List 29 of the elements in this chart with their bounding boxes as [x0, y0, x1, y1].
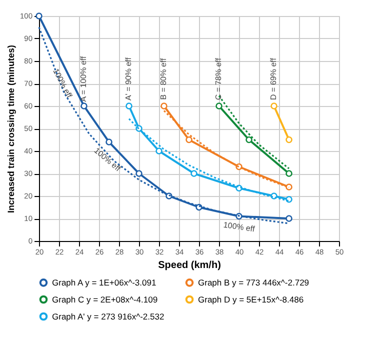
- legend-label: Graph A' y = 273 916x^-2.532: [52, 312, 164, 322]
- point: [286, 170, 292, 177]
- legend-label: Graph A y = 1E+06x^-3.091: [52, 278, 156, 288]
- point: [80, 102, 88, 110]
- point: [286, 136, 292, 144]
- annotation: A' = 90% eff: [124, 56, 133, 100]
- x-axis-title: Speed (km/h): [158, 260, 221, 271]
- point: [216, 102, 222, 110]
- point: [190, 170, 198, 177]
- point: [246, 136, 252, 144]
- annotation: 100% eff: [222, 220, 256, 234]
- legend-label: Graph B y = 773 446x^-2.729: [198, 278, 310, 288]
- point: [160, 102, 168, 110]
- point: [126, 102, 132, 110]
- legend-label: Graph D y = 5E+15x^-8.486: [198, 294, 304, 304]
- annotation: D = 69% eff: [269, 57, 278, 100]
- point: [270, 102, 278, 110]
- legend-label: Graph C y = 2E+08x^-4.109: [52, 294, 158, 304]
- point: [286, 184, 292, 190]
- point: [286, 215, 292, 222]
- point: [136, 170, 142, 177]
- annotation: 100% eff: [51, 67, 74, 100]
- point: [106, 138, 112, 146]
- point: [186, 136, 192, 144]
- annotation: C = 78% eff: [214, 57, 223, 100]
- y-axis-title: Increased train crossing time (minutes): [6, 44, 16, 214]
- point: [156, 148, 162, 154]
- annotation: B = 80% eff: [159, 58, 168, 100]
- annotation: A = 100% eff: [79, 56, 88, 102]
